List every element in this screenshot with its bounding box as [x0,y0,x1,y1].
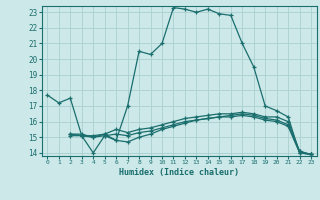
X-axis label: Humidex (Indice chaleur): Humidex (Indice chaleur) [119,168,239,177]
